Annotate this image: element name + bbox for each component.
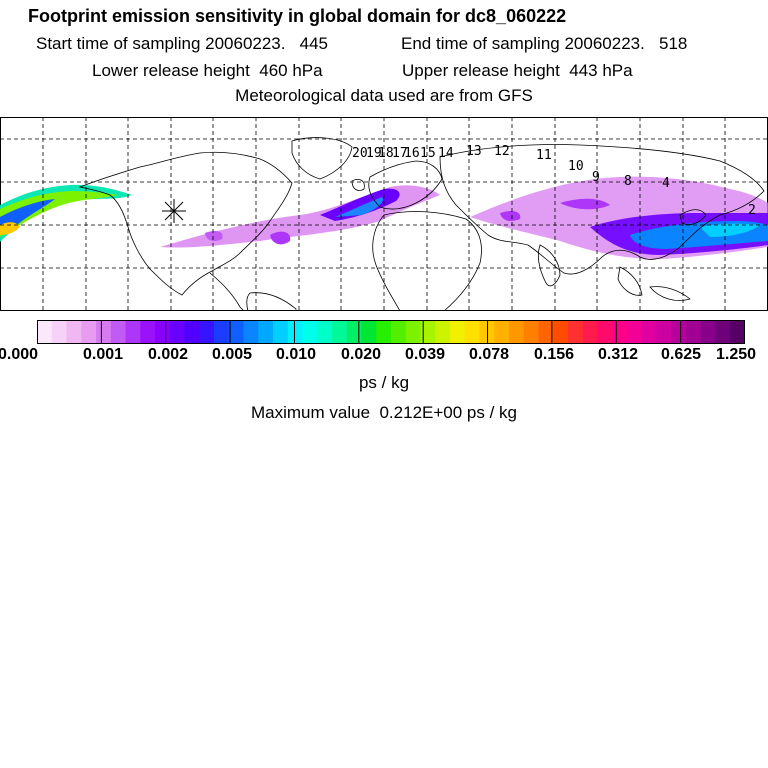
colorbar-cell	[420, 320, 436, 344]
colorbar-cell	[582, 320, 598, 344]
coastlines	[78, 137, 765, 311]
colorbar-cell	[125, 320, 141, 344]
colorbar-cell	[155, 320, 171, 344]
colorbar-cell	[169, 320, 185, 344]
upper-height-label: Upper release height 443 hPa	[402, 61, 633, 80]
colorbar-tick-label: 0.000	[0, 346, 39, 363]
trajectory-label: 15	[420, 146, 436, 161]
met-data-label: Meteorological data used are from GFS	[235, 86, 533, 105]
colorbar-cell	[243, 320, 259, 344]
trajectory-label: 16	[404, 146, 420, 161]
start-time-label: Start time of sampling 20060223. 445	[36, 34, 329, 53]
trajectory-label: 17	[392, 146, 408, 161]
colorbar-cell	[700, 320, 716, 344]
colorbar-cell	[391, 320, 407, 344]
colorbar-cell	[450, 320, 466, 344]
colorbar-cell	[51, 320, 67, 344]
trajectory-label: 14	[438, 146, 454, 161]
trajectory-label: 2	[748, 203, 756, 218]
colorbar-cell	[346, 320, 362, 344]
colorbar-cell	[405, 320, 421, 344]
trajectory-label: 4	[662, 176, 670, 191]
colorbar-tick-label: 0.039	[404, 346, 446, 363]
trajectory-label: 11	[536, 148, 552, 163]
colorbar-cell	[376, 320, 392, 344]
colorbar-tick-label: 1.250	[715, 346, 757, 363]
colorbar-tick-label: 0.156	[533, 346, 575, 363]
colorbar-tick-label: 0.010	[275, 346, 317, 363]
colorbar-cell	[110, 320, 126, 344]
sensitivity-field	[0, 176, 768, 259]
colorbar-cell	[199, 320, 215, 344]
colorbar-tick-label: 0.312	[597, 346, 639, 363]
colorbar	[37, 320, 745, 344]
colorbar-cell	[730, 320, 745, 344]
lower-height-label: Lower release height 460 hPa	[92, 61, 323, 80]
colorbar-tick-label: 0.005	[211, 346, 253, 363]
lat-lon-grid	[0, 117, 768, 311]
colorbar-units: ps / kg	[358, 373, 410, 392]
colorbar-cell	[332, 320, 348, 344]
figure-title: Footprint emission sensitivity in global…	[28, 6, 567, 26]
colorbar-cell	[538, 320, 554, 344]
colorbar-ticks: 0.000 0.001 0.002 0.005 0.010 0.020 0.039 0.078…	[0, 346, 768, 366]
colorbar-cell	[715, 320, 731, 344]
colorbar-cell	[553, 320, 569, 344]
colorbar-tick-label: 0.078	[468, 346, 510, 363]
colorbar-cell	[464, 320, 480, 344]
colorbar-cell	[273, 320, 289, 344]
colorbar-tick-label: 0.020	[340, 346, 382, 363]
trajectory-label: 20	[352, 146, 368, 161]
release-point-marker	[162, 199, 186, 223]
colorbar-cell	[96, 320, 112, 344]
trajectory-label: 13	[466, 144, 482, 159]
colorbar-cell	[317, 320, 333, 344]
colorbar-cell	[214, 320, 230, 344]
colorbar-tick-label: 0.625	[660, 346, 702, 363]
trajectory-label: 8	[624, 174, 632, 189]
colorbar-cell	[627, 320, 643, 344]
maximum-value-label: Maximum value 0.212E+00 ps / kg	[251, 403, 517, 422]
colorbar-tick-label: 0.002	[147, 346, 189, 363]
colorbar-cell	[258, 320, 274, 344]
trajectory-label: 9	[592, 170, 600, 185]
colorbar-cell	[597, 320, 613, 344]
trajectory-label: 19	[366, 146, 382, 161]
colorbar-cell	[140, 320, 156, 344]
colorbar-cell	[302, 320, 318, 344]
colorbar-cell	[523, 320, 539, 344]
colorbar-cell	[435, 320, 451, 344]
colorbar-cell	[671, 320, 687, 344]
colorbar-cell	[612, 320, 628, 344]
colorbar-cell	[287, 320, 303, 344]
colorbar-cell	[228, 320, 244, 344]
colorbar-cell	[66, 320, 82, 344]
colorbar-cell	[37, 320, 53, 344]
colorbar-cell	[184, 320, 200, 344]
trajectory-label: 12	[494, 144, 510, 159]
colorbar-cell	[641, 320, 657, 344]
trajectory-label: 18	[378, 146, 394, 161]
colorbar-cell	[509, 320, 525, 344]
colorbar-cell	[656, 320, 672, 344]
trajectory-label: 10	[568, 159, 584, 174]
colorbar-tick-label: 0.001	[82, 346, 124, 363]
colorbar-cell	[361, 320, 377, 344]
colorbar-cell	[686, 320, 702, 344]
colorbar-cell	[494, 320, 510, 344]
colorbar-cell	[568, 320, 584, 344]
colorbar-cell	[81, 320, 97, 344]
end-time-label: End time of sampling 20060223. 518	[401, 34, 688, 53]
